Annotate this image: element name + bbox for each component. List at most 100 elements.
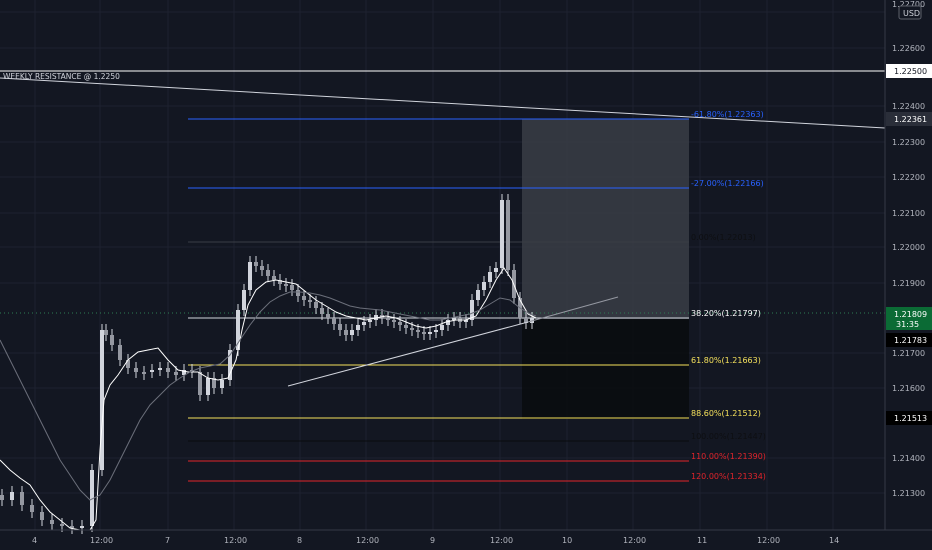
- fib-label-88: 88.60%(1.21512): [691, 409, 761, 418]
- candle-body: [338, 324, 342, 330]
- candle-body: [296, 290, 300, 296]
- candle-body: [254, 262, 258, 266]
- price-tick: 1.22400: [892, 102, 925, 111]
- candle-body: [30, 505, 34, 512]
- position-stop-zone: [522, 319, 689, 419]
- trendline-extension[interactable]: [527, 296, 619, 323]
- fib-label-38: 38.20%(1.21797): [691, 309, 761, 318]
- price-label-trendline-text: 1.22361: [894, 115, 927, 124]
- candle-body: [398, 322, 402, 325]
- candle-body: [266, 270, 270, 276]
- candle-body: [404, 325, 408, 328]
- time-tick: 8: [297, 536, 302, 545]
- position-tool[interactable]: [522, 119, 689, 419]
- price-tick: 1.21300: [892, 489, 925, 498]
- candle-body: [356, 325, 360, 330]
- price-tick: 1.21900: [892, 279, 925, 288]
- candle-body: [80, 526, 84, 528]
- candle-body: [326, 314, 330, 318]
- candle-body: [206, 378, 210, 395]
- price-tick: 1.22100: [892, 209, 925, 218]
- candle-body: [452, 318, 456, 320]
- candle-body: [524, 318, 528, 323]
- candle-body: [248, 262, 252, 290]
- candle-body: [434, 330, 438, 332]
- fib-label-120: 120.00%(1.21334): [691, 472, 766, 481]
- candle-body: [332, 318, 336, 324]
- candle-body: [284, 284, 288, 286]
- candle-body: [416, 330, 420, 332]
- candle-body: [260, 266, 264, 270]
- currency-badge[interactable]: [898, 5, 922, 20]
- fib-label-61: 61.80%(1.21663): [691, 356, 761, 365]
- candle-body: [350, 330, 354, 335]
- candle-body: [470, 300, 474, 320]
- candle-body: [50, 520, 54, 524]
- price-label-entry: [886, 333, 932, 347]
- time-tick: 12:00: [224, 536, 247, 545]
- candle-body: [158, 368, 162, 370]
- candle-body: [428, 332, 432, 334]
- candle-body: [110, 335, 114, 345]
- time-tick: 12:00: [757, 536, 780, 545]
- candle-body: [70, 526, 74, 528]
- time-tick: 14: [829, 536, 839, 545]
- time-tick: 7: [165, 536, 170, 545]
- candle-body: [488, 272, 492, 282]
- candle-body: [506, 200, 510, 270]
- candle-body: [476, 290, 480, 300]
- fib-label-110: 110.00%(1.21390): [691, 452, 766, 461]
- rising-trendline[interactable]: [287, 321, 529, 387]
- candle-body: [182, 370, 186, 375]
- candle-body: [482, 282, 486, 290]
- price-axis[interactable]: 1.22700 1.22600 1.22400 1.22300 1.22200 …: [892, 0, 925, 498]
- price-tick: 1.22700: [892, 0, 925, 9]
- candle-body: [150, 370, 154, 372]
- candle-body: [500, 200, 504, 268]
- candle-body: [20, 492, 24, 505]
- time-tick: 12:00: [490, 536, 513, 545]
- price-label-resistance-text: 1.22500: [894, 67, 927, 76]
- candle-body: [314, 302, 318, 308]
- currency-label: USD: [903, 9, 920, 18]
- time-tick: 12:00: [623, 536, 646, 545]
- candle-body: [446, 320, 450, 325]
- price-label-entry-text: 1.21783: [894, 336, 927, 345]
- ma-fast-line: [0, 267, 537, 531]
- candle-body: [494, 268, 498, 272]
- candle-body: [40, 512, 44, 520]
- position-target-zone: [522, 119, 689, 319]
- ma-slow-line: [0, 291, 537, 501]
- time-axis[interactable]: 4 12:00 7 12:00 8 12:00 9 12:00 10 12:00…: [32, 536, 839, 545]
- candle-body: [10, 492, 14, 500]
- candle-body: [344, 330, 348, 335]
- price-tick: 1.21400: [892, 454, 925, 463]
- candle-body: [100, 330, 104, 470]
- candle-body: [174, 372, 178, 375]
- candle-body: [320, 308, 324, 314]
- price-tick: 1.21700: [892, 349, 925, 358]
- candle-body: [236, 310, 240, 350]
- price-label-stop-text: 1.21513: [894, 414, 927, 423]
- candle-body: [60, 524, 64, 526]
- candle-body: [212, 378, 216, 388]
- candle-body: [464, 320, 468, 322]
- candle-body: [0, 495, 4, 500]
- candle-body: [220, 380, 224, 388]
- weekly-resistance-label: WEEKLY RESISTANCE @ 1.2250: [3, 72, 120, 81]
- price-label-current-text: 1.21809: [894, 310, 927, 319]
- candle-body: [290, 285, 294, 290]
- candle-body: [242, 290, 246, 310]
- descending-trendline[interactable]: [0, 77, 886, 129]
- candle-body: [308, 300, 312, 302]
- candle-body: [422, 332, 426, 334]
- price-tick: 1.22600: [892, 44, 925, 53]
- time-tick: 11: [697, 536, 707, 545]
- fib-retracement[interactable]: -61.80%(1.22363) -27.00%(1.22166) 0.00%(…: [188, 110, 766, 482]
- price-tick: 1.22200: [892, 173, 925, 182]
- fib-label-100: 100.00%(1.21447): [691, 432, 766, 441]
- price-label-resistance: [886, 64, 932, 78]
- candle-body: [126, 360, 130, 368]
